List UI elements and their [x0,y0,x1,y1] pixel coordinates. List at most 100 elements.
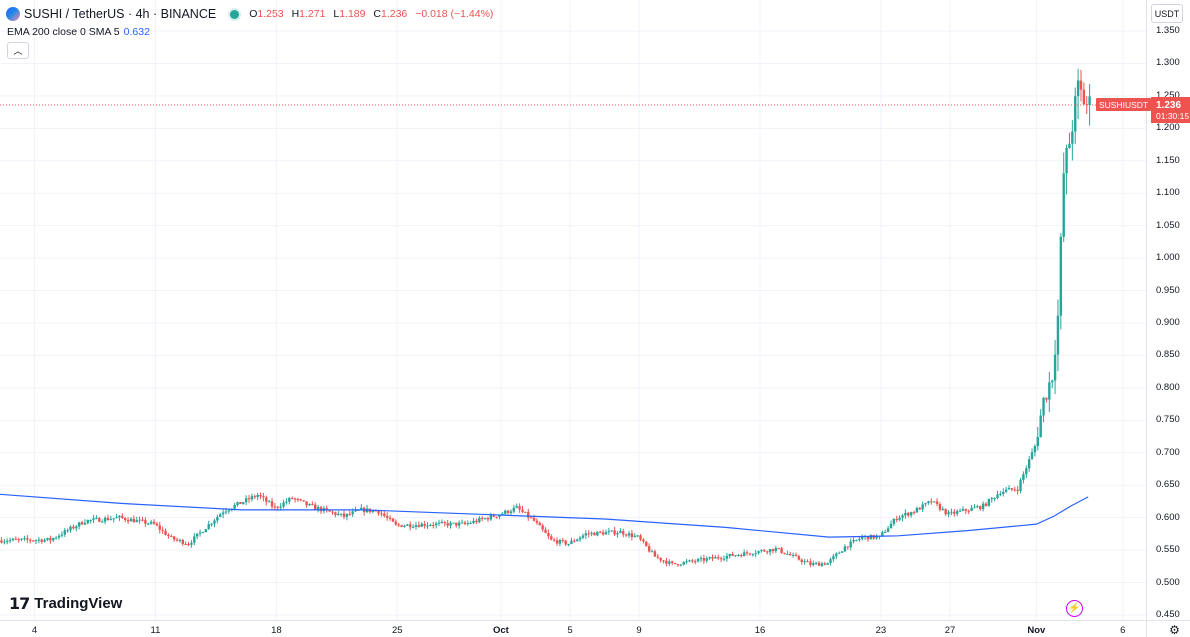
candle-body [360,507,363,510]
candle-body [478,518,481,523]
candle-body [616,533,619,535]
candle-body [990,498,993,500]
candle-body [610,530,613,532]
candle-body [282,502,285,507]
candle-body [1071,131,1074,144]
candle-body [371,510,375,512]
candle-body [256,494,259,498]
price-tick-label: 0.450 [1156,609,1180,620]
candle-body [866,536,870,540]
lightning-alert-icon[interactable]: ⚡ [1066,600,1083,617]
candle-body [207,524,210,530]
candle-body [250,496,254,500]
candle-body [443,521,446,524]
candle-body [95,517,98,519]
candle-body [691,560,694,562]
candle-body [541,525,544,530]
candle-body [43,539,46,542]
candle-body [380,513,383,515]
candle-body [636,535,639,537]
candle-body [527,512,530,518]
candle-body [742,552,746,557]
candle-body [668,561,671,564]
candle-body [486,518,490,520]
price-tick-label: 0.550 [1156,544,1180,556]
candle-body [475,520,478,523]
candlestick-series [0,68,1091,568]
candle-body [711,557,714,559]
candle-body [316,507,320,510]
candle-body [37,539,41,541]
candle-body [400,525,403,527]
candle-body [817,562,821,566]
candle-body [881,532,884,536]
candle-body [763,550,766,552]
candle-body [754,553,757,555]
candle-body [244,498,248,503]
candle-body [1062,173,1065,237]
candle-body [198,532,202,534]
candle-body [823,563,826,565]
candle-body [889,523,893,529]
candle-body [984,503,988,506]
candle-body [498,515,501,517]
time-axis[interactable]: 4 11 18 25 Oct 5 9 16 23 27 Nov 6 [0,620,1146,637]
candle-body [642,539,645,542]
candle-body [1039,415,1042,438]
candle-body [54,537,58,539]
price-tick-label: 0.850 [1156,349,1180,361]
currency-button[interactable]: USDT [1151,4,1183,23]
price-axis[interactable]: 1.350 1.300 1.250 1.200 1.150 1.100 1.050 1.000… [1146,0,1190,620]
candle-body [178,539,182,541]
ema-indicator-legend[interactable]: EMA 200 close 0 SMA 5 0.632 [7,26,150,38]
candle-body [219,514,222,517]
gear-icon[interactable]: ⚙ [1169,622,1180,637]
candle-body [504,510,507,514]
candle-body [31,540,35,542]
last-price-tag: 1.236 01:30:15 [1151,97,1190,123]
symbol-title[interactable]: SUSHI / TetherUS · 4h · BINANCE [24,7,217,21]
candle-body [394,521,398,525]
candle-body [354,510,357,512]
ema-200-line [0,493,1089,538]
time-tick-label: 6 [1120,625,1126,636]
candle-body [1042,397,1045,416]
candle-body [411,526,415,528]
candle-body [46,537,49,540]
tradingview-logo[interactable]: 17 TradingView [9,594,123,613]
candle-body [659,557,662,561]
candle-body [601,532,605,535]
candle-body [345,513,349,517]
candle-body [512,507,516,512]
time-tick-label: 9 [636,625,642,636]
candle-body [789,553,792,556]
candle-body [760,550,763,552]
candle-body [705,558,708,561]
candle-body [647,546,651,552]
candle-body [239,502,242,504]
candle-body [1050,380,1054,383]
candle-body [930,501,933,503]
candle-body [293,498,297,500]
candle-body [414,525,418,527]
chevron-up-icon[interactable]: ︿ [7,42,29,59]
candle-body [849,541,852,548]
candle-body [20,538,23,540]
ohlc-legend: O1.253 H1.271 L1.189 C1.236 −0.018 (−1.4… [249,8,494,20]
candle-body [938,504,942,510]
candle-body [653,551,657,557]
candle-body [996,494,999,499]
chart-grid [0,0,1146,620]
candle-body [1065,147,1068,174]
candle-body [233,505,236,509]
candle-body [607,531,611,533]
time-tick-label: 5 [567,625,573,636]
candle-body [639,535,642,540]
candle-body [106,517,110,520]
candle-body [409,524,412,528]
candle-body [599,531,602,533]
candle-body [757,551,760,554]
candle-body [875,536,878,539]
sushi-coin-icon[interactable] [6,7,20,21]
